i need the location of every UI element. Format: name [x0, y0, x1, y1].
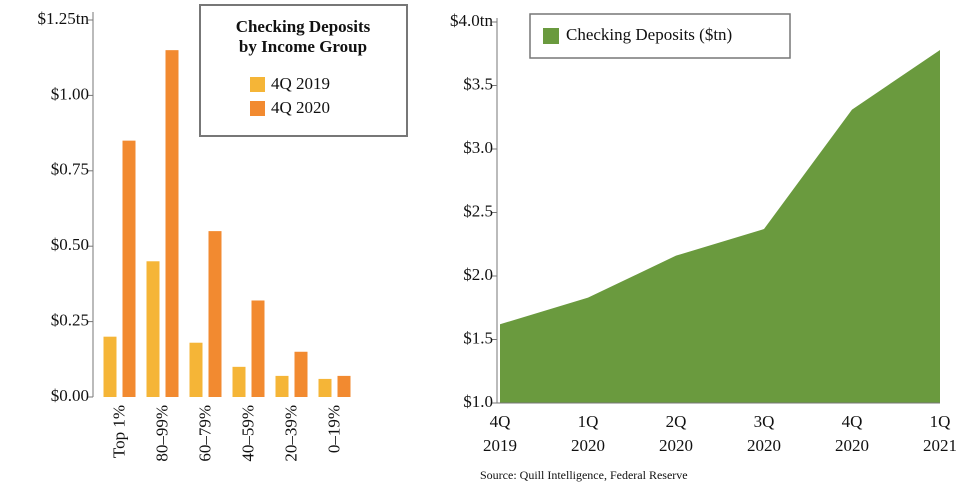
legend-swatch — [543, 28, 559, 44]
legend-title: Checking Deposits — [236, 17, 371, 36]
bar — [318, 378, 332, 397]
y-tick-label: $2.5 — [463, 201, 493, 220]
x-tick-label: 2020 — [659, 436, 693, 455]
bar — [165, 50, 179, 397]
y-tick-label: $4.0tn — [450, 11, 493, 30]
y-tick-label: $0.75 — [51, 160, 89, 179]
legend-swatch — [250, 101, 265, 116]
x-tick-label: 2020 — [835, 436, 869, 455]
y-tick-label: $1.25tn — [38, 9, 90, 28]
y-tick-label: $3.5 — [463, 74, 493, 93]
x-tick-label: 4Q — [842, 412, 863, 431]
bar — [275, 375, 289, 397]
x-tick-label: 2020 — [571, 436, 605, 455]
source: Source: Quill Intelligence, Federal Rese… — [480, 468, 688, 482]
y-tick-label: $2.0 — [463, 265, 493, 284]
area — [500, 49, 940, 403]
bar — [189, 342, 203, 397]
bar — [146, 261, 160, 397]
x-tick-label: 60–79% — [195, 405, 214, 462]
legend-swatch — [250, 77, 265, 92]
bar — [208, 231, 222, 397]
x-tick-label: 2020 — [747, 436, 781, 455]
y-tick-label: $3.0 — [463, 138, 493, 157]
y-tick-label: $1.00 — [51, 84, 89, 103]
x-tick-label: 2Q — [666, 412, 687, 431]
legend-box — [529, 13, 791, 59]
x-tick-label: 20–39% — [281, 405, 300, 462]
x-tick-label: Top 1% — [109, 405, 128, 458]
x-tick-label: 4Q — [490, 412, 511, 431]
x-tick-label: 3Q — [754, 412, 775, 431]
y-tick-label: $1.0 — [463, 392, 493, 411]
bar — [337, 375, 351, 397]
legend-label: Checking Deposits ($tn) — [566, 25, 732, 44]
x-tick-label: 1Q — [578, 412, 599, 431]
legend-title: by Income Group — [239, 37, 367, 56]
bar — [103, 336, 117, 397]
bar — [294, 351, 308, 397]
legend-label: 4Q 2020 — [271, 98, 330, 117]
y-tick-label: $0.50 — [51, 235, 89, 254]
legend-label: 4Q 2019 — [271, 74, 330, 93]
x-tick-label: 80–99% — [152, 405, 171, 462]
bar — [232, 366, 246, 397]
x-tick-label: 0–19% — [324, 405, 343, 453]
y-tick-label: $1.5 — [463, 328, 493, 347]
x-tick-label: 2021 — [923, 436, 957, 455]
x-tick-label: 2019 — [483, 436, 517, 455]
bar — [251, 300, 265, 397]
y-tick-label: $0.25 — [51, 311, 89, 330]
x-tick-label: 40–59% — [238, 405, 257, 462]
y-tick-label: $0.00 — [51, 386, 89, 405]
bar — [122, 140, 136, 397]
legend-box — [199, 4, 408, 137]
x-tick-label: 1Q — [930, 412, 951, 431]
